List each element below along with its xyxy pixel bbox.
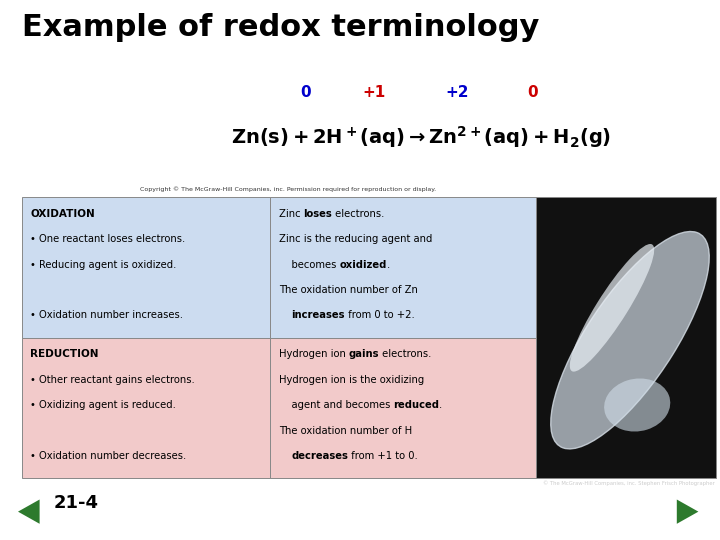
Text: gains: gains (348, 349, 379, 360)
Text: +1: +1 (363, 85, 386, 100)
Bar (22, 338, 270, 478)
Text: Copyright © The McGraw-Hill Companies, inc. Permission required for reproduction: Copyright © The McGraw-Hill Companies, i… (140, 186, 436, 192)
Text: Hydrogen ion is the oxidizing: Hydrogen ion is the oxidizing (279, 375, 424, 385)
Text: © The McGraw-Hill Companies, inc. Stephen Frisch Photographer: © The McGraw-Hill Companies, inc. Stephe… (543, 481, 715, 486)
Text: 0: 0 (528, 85, 538, 100)
Text: The oxidation number of H: The oxidation number of H (279, 426, 412, 436)
Text: Zinc: Zinc (279, 209, 303, 219)
Text: Example of redox terminology: Example of redox terminology (22, 14, 539, 43)
Text: • One reactant loses electrons.: • One reactant loses electrons. (30, 234, 186, 245)
Text: • Other reactant gains electrons.: • Other reactant gains electrons. (30, 375, 195, 385)
Text: oxidized: oxidized (339, 260, 387, 270)
Text: • Oxidizing agent is reduced.: • Oxidizing agent is reduced. (30, 400, 176, 410)
Text: electrons.: electrons. (332, 209, 384, 219)
Text: becomes: becomes (279, 260, 339, 270)
Polygon shape (677, 500, 698, 524)
Text: .: . (439, 400, 442, 410)
Text: from +1 to 0.: from +1 to 0. (348, 451, 418, 461)
Text: OXIDATION: OXIDATION (30, 209, 95, 219)
Text: +2: +2 (446, 85, 469, 100)
Text: decreases: decreases (291, 451, 348, 461)
Text: Hydrogen ion: Hydrogen ion (279, 349, 348, 360)
Text: 0: 0 (301, 85, 311, 100)
Text: Zinc is the reducing agent and: Zinc is the reducing agent and (279, 234, 432, 245)
Text: reduced: reduced (393, 400, 439, 410)
Text: $\mathbf{Zn(s) + 2H^+(aq) \rightarrow Zn^{2+}(aq) + H_2(g)}$: $\mathbf{Zn(s) + 2H^+(aq) \rightarrow Zn… (231, 124, 611, 150)
Ellipse shape (570, 244, 654, 372)
Bar (270, 197, 536, 338)
Text: .: . (387, 260, 390, 270)
Bar (22, 197, 270, 338)
Text: • Oxidation number decreases.: • Oxidation number decreases. (30, 451, 186, 461)
Text: agent and becomes: agent and becomes (279, 400, 393, 410)
Text: • Oxidation number increases.: • Oxidation number increases. (30, 310, 183, 321)
Text: REDUCTION: REDUCTION (30, 349, 99, 360)
Text: • Reducing agent is oxidized.: • Reducing agent is oxidized. (30, 260, 176, 270)
Text: loses: loses (303, 209, 332, 219)
Text: from 0 to +2.: from 0 to +2. (345, 310, 415, 321)
Text: electrons.: electrons. (379, 349, 431, 360)
Ellipse shape (604, 379, 670, 431)
Text: 21-4: 21-4 (54, 494, 99, 512)
Bar (536, 197, 716, 478)
Bar (270, 338, 536, 478)
Polygon shape (18, 500, 40, 524)
Text: The oxidation number of Zn: The oxidation number of Zn (279, 285, 418, 295)
Ellipse shape (551, 232, 709, 449)
Text: increases: increases (291, 310, 345, 321)
